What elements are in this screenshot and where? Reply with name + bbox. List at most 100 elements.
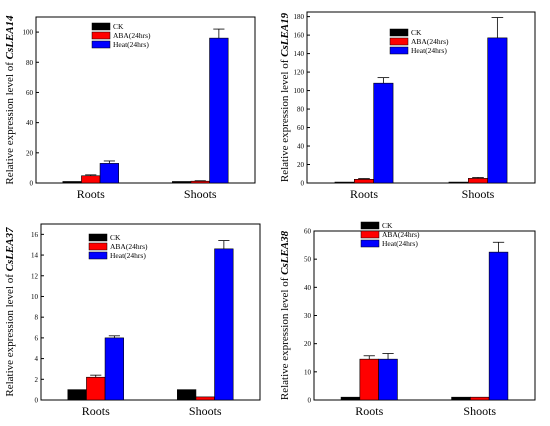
error-bar	[104, 161, 115, 163]
bar-ck-shoots	[452, 397, 471, 400]
y-tick-label: 60	[26, 89, 34, 97]
x-category-label: Shoots	[462, 187, 495, 201]
legend-label: Heat(24hrs)	[411, 46, 447, 55]
y-tick-label: 40	[26, 119, 34, 127]
y-tick-label: 0	[308, 397, 312, 405]
error-bar	[493, 242, 504, 252]
legend-swatch	[390, 38, 408, 45]
y-tick-label: 160	[294, 32, 305, 40]
bar-heat-24hrs-shoots	[210, 38, 229, 183]
y-tick-label: 60	[297, 124, 305, 132]
error-bar	[213, 29, 224, 38]
bar-aba-24hrs-roots	[81, 176, 100, 183]
y-axis-label: Relative expression level of CsLEA38	[279, 230, 291, 400]
legend-label: ABA(24hrs)	[113, 31, 151, 40]
legend-swatch	[361, 231, 379, 238]
bar-ck-roots	[68, 390, 87, 400]
y-tick-label: 180	[294, 13, 305, 21]
y-tick-label: 80	[26, 59, 34, 67]
y-axis-label-gene: CsLEA37	[4, 227, 16, 272]
bar-ck-shoots	[177, 390, 196, 400]
y-tick-label: 12	[31, 272, 39, 280]
legend-label: Heat(24hrs)	[382, 239, 418, 248]
bar-heat-24hrs-roots	[374, 83, 393, 183]
legend-swatch	[89, 243, 107, 250]
bar-ck-roots	[341, 397, 360, 400]
y-axis-label: Relative expression level of CsLEA19	[279, 12, 291, 182]
y-axis-label-gene: CsLEA14	[4, 15, 16, 60]
legend-label: ABA(24hrs)	[382, 230, 420, 239]
y-tick-label: 0	[30, 180, 34, 188]
y-tick-label: 40	[297, 143, 305, 151]
bar-aba-24hrs-shoots	[470, 397, 489, 400]
legend-swatch	[92, 41, 110, 48]
legend-swatch	[89, 252, 107, 259]
legend-label: ABA(24hrs)	[110, 242, 148, 251]
bar-aba-24hrs-shoots	[191, 181, 210, 183]
legend-swatch	[361, 240, 379, 247]
bar-heat-24hrs-shoots	[488, 38, 507, 183]
x-category-label: Roots	[350, 187, 378, 201]
legend-label: CK	[382, 221, 393, 230]
legend-label: Heat(24hrs)	[110, 251, 146, 260]
y-tick-label: 14	[31, 252, 39, 260]
legend-label: Heat(24hrs)	[113, 40, 149, 49]
legend-swatch	[92, 32, 110, 39]
bar-aba-24hrs-roots	[354, 179, 373, 183]
x-category-label: Roots	[82, 404, 110, 418]
bar-ck-roots	[63, 181, 82, 183]
y-axis-label-prefix: Relative expression level of	[4, 271, 16, 396]
error-bar	[492, 18, 504, 38]
y-tick-label: 100	[294, 87, 305, 95]
y-tick-label: 6	[35, 334, 39, 342]
y-axis-label: Relative expression level of CsLEA37	[4, 227, 16, 397]
bar-ck-shoots	[449, 182, 468, 183]
x-category-label: Shoots	[189, 404, 222, 418]
y-tick-label: 2	[35, 376, 39, 384]
legend-label: CK	[411, 28, 422, 37]
bar-aba-24hrs-shoots	[468, 178, 487, 183]
bar-aba-24hrs-shoots	[196, 397, 215, 400]
legend-label: ABA(24hrs)	[411, 37, 449, 46]
x-category-label: Shoots	[184, 187, 217, 201]
y-tick-label: 40	[304, 284, 312, 292]
bar-heat-24hrs-shoots	[489, 252, 508, 400]
y-tick-label: 100	[23, 29, 34, 37]
y-axis-label-prefix: Relative expression level of	[279, 275, 291, 400]
legend-label: CK	[110, 233, 121, 242]
error-bar	[364, 356, 375, 359]
y-tick-label: 30	[304, 312, 312, 320]
bar-aba-24hrs-roots	[86, 377, 105, 400]
error-bar	[90, 375, 101, 377]
y-axis-label-prefix: Relative expression level of	[4, 59, 16, 184]
y-tick-label: 10	[31, 293, 39, 301]
y-axis-label-gene: CsLEA38	[279, 230, 291, 275]
y-tick-label: 140	[294, 50, 305, 58]
y-tick-label: 20	[297, 161, 305, 169]
error-bar	[382, 354, 393, 360]
bar-aba-24hrs-roots	[360, 359, 379, 400]
y-axis-label-gene: CsLEA19	[279, 12, 291, 57]
bar-heat-24hrs-roots	[105, 338, 124, 400]
y-tick-label: 4	[35, 355, 39, 363]
error-bar	[109, 336, 120, 338]
y-tick-label: 20	[304, 340, 312, 348]
bar-heat-24hrs-roots	[379, 359, 398, 400]
y-tick-label: 0	[301, 180, 305, 188]
legend-swatch	[361, 222, 379, 229]
error-bar	[218, 241, 229, 249]
bar-ck-roots	[335, 182, 354, 183]
legend-label: CK	[113, 22, 124, 31]
legend-swatch	[89, 234, 107, 241]
